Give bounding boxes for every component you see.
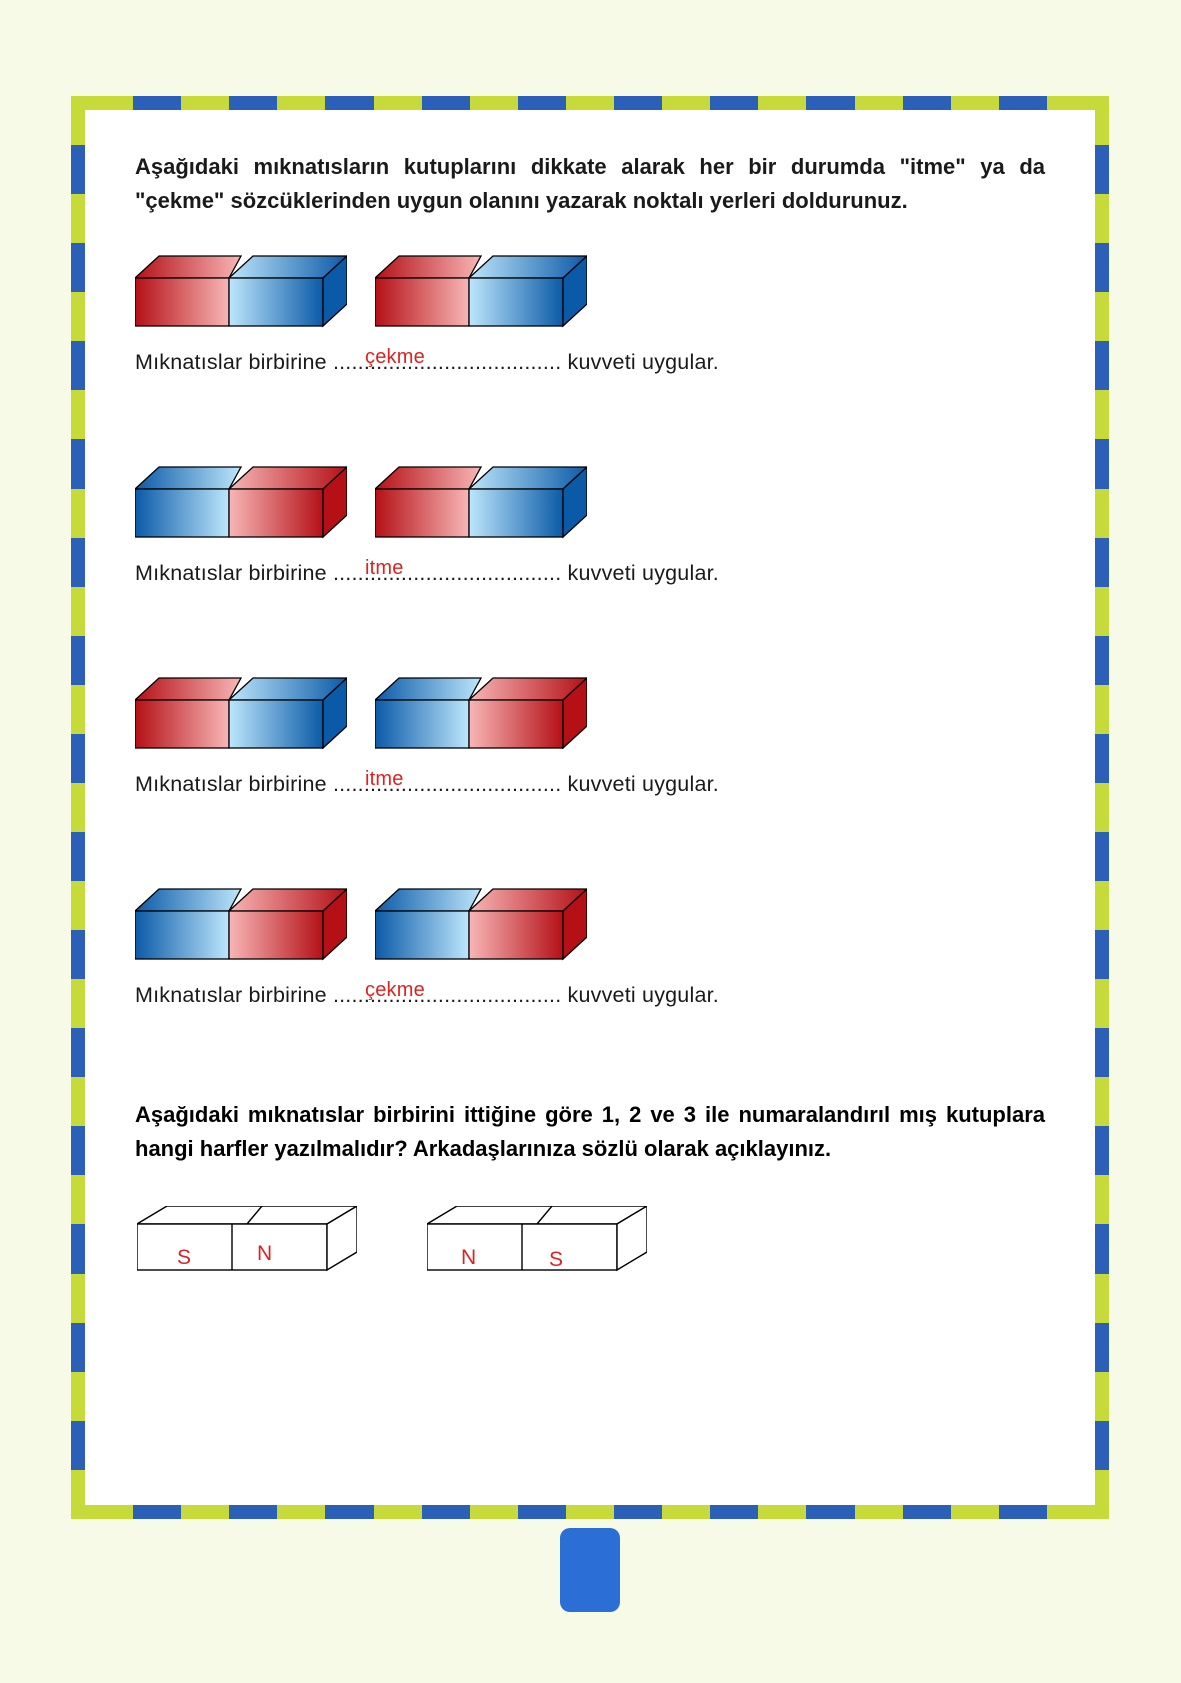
magnet-rows: Mıknatıslar birbirine ..................…: [135, 254, 1045, 1008]
magnet-2-right: [375, 465, 587, 539]
magnet-row-3: Mıknatıslar birbirine ..................…: [135, 676, 1045, 797]
border-bottom: [85, 1505, 1095, 1519]
wire-label-right-b: S: [549, 1248, 563, 1272]
wire-magnet-row: S N N S: [137, 1206, 1045, 1282]
magnet-1-left: [135, 254, 347, 328]
answer-1: çekme: [365, 346, 425, 369]
border-top: [85, 96, 1095, 110]
magnet-row-4: Mıknatıslar birbirine ..................…: [135, 887, 1045, 1008]
magnet-2-left: [135, 465, 347, 539]
answer-4: çekme: [365, 979, 425, 1002]
answer-2: itme: [365, 557, 404, 580]
wire-label-left-a: S: [177, 1246, 191, 1270]
border-left: [71, 96, 85, 1519]
fill-sentence-3: Mıknatıslar birbirine ..................…: [135, 772, 1045, 797]
magnet-row-1: Mıknatıslar birbirine ..................…: [135, 254, 1045, 375]
magnet-4-left: [135, 887, 347, 961]
magnet-1-right: [375, 254, 587, 328]
answer-3: itme: [365, 768, 404, 791]
wire-magnet-right: N S: [427, 1206, 647, 1282]
magnet-row-2: Mıknatıslar birbirine ..................…: [135, 465, 1045, 586]
wire-label-left-b: N: [257, 1242, 272, 1266]
fill-sentence-4: Mıknatıslar birbirine ..................…: [135, 983, 1045, 1008]
wire-label-right-a: N: [461, 1246, 476, 1270]
instruction-text: Aşağıdaki mıknatısların kutuplarını dikk…: [135, 150, 1045, 218]
magnet-3-right: [375, 676, 587, 750]
magnet-4-right: [375, 887, 587, 961]
footer-tab: [560, 1528, 620, 1612]
wire-magnet-left: S N: [137, 1206, 357, 1282]
fill-sentence-1: Mıknatıslar birbirine ..................…: [135, 350, 1045, 375]
question-2-text: Aşağıdaki mıknatıslar birbirini ittiğine…: [135, 1098, 1045, 1166]
fill-sentence-2: Mıknatıslar birbirine ..................…: [135, 561, 1045, 586]
worksheet-frame: Aşağıdaki mıknatısların kutuplarını dikk…: [85, 110, 1095, 1505]
magnet-3-left: [135, 676, 347, 750]
border-right: [1095, 96, 1109, 1519]
